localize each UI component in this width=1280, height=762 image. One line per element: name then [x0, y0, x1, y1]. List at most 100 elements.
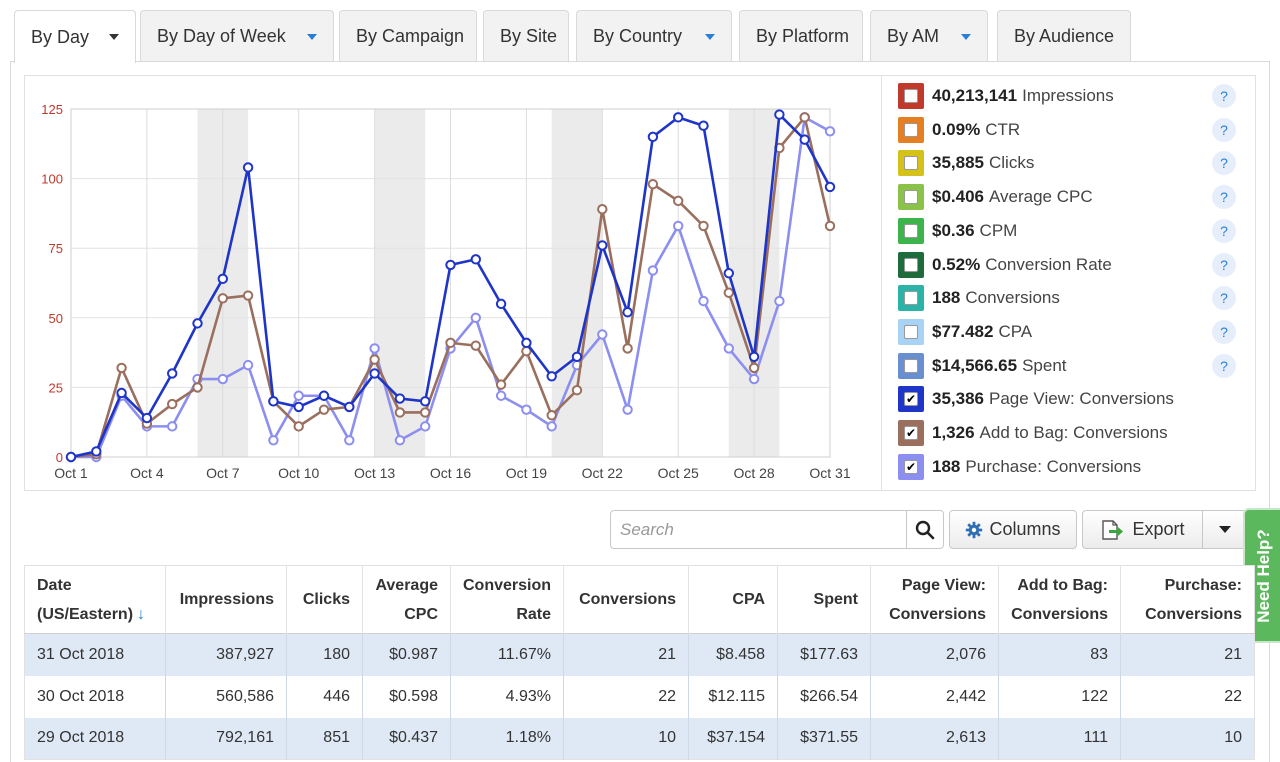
- data-point: [344, 401, 355, 413]
- legend-checkbox[interactable]: [904, 358, 918, 373]
- tab-by-audience[interactable]: By Audience: [997, 10, 1131, 62]
- legend-checkbox[interactable]: [904, 291, 918, 306]
- x-tick-label: Oct 31: [809, 465, 850, 481]
- table-cell: 29 Oct 2018: [24, 717, 166, 760]
- legend-checkbox[interactable]: [904, 89, 918, 103]
- column-header[interactable]: CPA: [688, 565, 778, 634]
- legend-item[interactable]: 0.52% Conversion Rate: [898, 251, 1112, 278]
- data-point: [268, 396, 279, 407]
- data-point: [824, 181, 836, 193]
- tab-label: By Platform: [756, 26, 850, 46]
- tab-by-day[interactable]: By Day: [14, 10, 136, 63]
- legend-item[interactable]: $0.36 CPM: [898, 217, 1017, 244]
- x-tick-label: Oct 28: [733, 465, 774, 481]
- search-button[interactable]: [906, 511, 943, 548]
- data-point: [65, 451, 77, 463]
- column-header[interactable]: Conversion Rate: [450, 565, 564, 634]
- tab-by-am[interactable]: By AM: [870, 10, 988, 62]
- legend-label: Impressions: [1022, 86, 1114, 105]
- data-point: [116, 387, 127, 399]
- column-header[interactable]: Add to Bag: Conversions: [998, 565, 1121, 634]
- table-row[interactable]: 31 Oct 2018 387,927 180 $0.987 11.67% 21 $8.45…: [24, 633, 1255, 676]
- column-header[interactable]: Page View: Conversions: [870, 565, 999, 634]
- legend-checkbox[interactable]: [904, 324, 918, 339]
- help-icon[interactable]: ?: [1212, 185, 1236, 210]
- tab-by-country[interactable]: By Country: [576, 10, 732, 62]
- y-tick-label: 0: [56, 450, 63, 465]
- legend-checkbox[interactable]: ✔: [904, 426, 918, 440]
- export-button[interactable]: Export: [1082, 510, 1203, 549]
- legend-checkbox[interactable]: [904, 156, 918, 171]
- legend-item[interactable]: $0.406 Average CPC: [898, 184, 1093, 211]
- tab-by-campaign[interactable]: By Campaign: [339, 10, 477, 62]
- data-point: [723, 268, 734, 279]
- search-input[interactable]: [611, 511, 907, 548]
- help-icon[interactable]: ?: [1212, 319, 1236, 344]
- legend-item[interactable]: $14,566.65 Spent: [898, 352, 1067, 379]
- legend-checkbox[interactable]: ✔: [904, 459, 918, 474]
- legend-item[interactable]: 40,213,141 Impressions: [898, 83, 1114, 109]
- legend-checkbox[interactable]: [904, 223, 918, 238]
- table-row[interactable]: 29 Oct 2018 792,161 851 $0.437 1.18% 10 $37.15…: [24, 717, 1255, 760]
- help-icon[interactable]: ?: [1212, 218, 1236, 243]
- data-point: [824, 220, 836, 232]
- help-icon[interactable]: ?: [1212, 252, 1236, 277]
- data-point: [470, 340, 481, 351]
- legend-value: 188: [932, 288, 961, 308]
- sort-arrow-icon[interactable]: ↓: [137, 605, 146, 623]
- x-tick-label: Oct 22: [582, 465, 623, 481]
- column-header[interactable]: Average CPC: [362, 565, 451, 634]
- export-dropdown-button[interactable]: [1202, 510, 1248, 549]
- legend-item[interactable]: ✔ 35,386 Page View: Conversions: [898, 386, 1174, 413]
- legend-label: Clicks: [989, 153, 1035, 173]
- table-row[interactable]: 30 Oct 2018 560,586 446 $0.598 4.93% 22 $12.11…: [24, 675, 1255, 718]
- table-cell: 387,927: [165, 633, 287, 676]
- help-icon[interactable]: ?: [1212, 286, 1236, 311]
- data-point: [521, 404, 532, 415]
- legend-checkbox[interactable]: [904, 190, 918, 205]
- data-point: [344, 435, 355, 446]
- help-icon[interactable]: ?: [1212, 84, 1236, 108]
- legend-item[interactable]: 0.09% CTR: [898, 116, 1020, 143]
- column-header[interactable]: Purchase: Conversions: [1120, 565, 1255, 634]
- legend-item[interactable]: 188 Conversions: [898, 285, 1060, 312]
- search-box: [610, 510, 944, 549]
- help-icon[interactable]: ?: [1212, 151, 1236, 176]
- help-icon[interactable]: ?: [1212, 117, 1236, 142]
- legend-value: 188: [932, 456, 961, 476]
- column-header[interactable]: Conversions: [563, 565, 689, 634]
- tab-by-site[interactable]: By Site: [483, 10, 569, 62]
- data-point: [116, 362, 127, 374]
- column-header-text: Clicks: [302, 591, 350, 608]
- table-cell: 30 Oct 2018: [24, 675, 166, 718]
- data-point: [192, 318, 203, 329]
- gear-icon: [966, 521, 983, 538]
- help-icon[interactable]: ?: [1212, 353, 1236, 378]
- table-cell: 21: [1120, 633, 1255, 676]
- y-tick-label: 25: [49, 380, 63, 395]
- check-icon: ✔: [905, 459, 917, 474]
- column-header-text: Add to Bag:: [1017, 576, 1108, 594]
- data-point: [622, 404, 633, 415]
- tab-label: By Day: [31, 26, 90, 47]
- caret-down-icon: [705, 34, 715, 40]
- columns-label: Columns: [989, 519, 1061, 539]
- legend-checkbox[interactable]: [904, 257, 918, 272]
- legend-item[interactable]: 35,885 Clicks: [898, 150, 1035, 177]
- column-header[interactable]: Spent: [777, 565, 871, 634]
- column-header[interactable]: Date (US/Eastern) ↓: [24, 565, 166, 634]
- legend-item[interactable]: $77.482 CPA: [898, 318, 1032, 345]
- legend-item[interactable]: ✔ 188 Purchase: Conversions: [898, 453, 1141, 480]
- data-point: [91, 446, 102, 457]
- data-point: [217, 373, 229, 385]
- column-header[interactable]: Clicks: [286, 565, 363, 634]
- tab-by-day-of-week[interactable]: By Day of Week: [140, 10, 334, 62]
- caret-down-icon: [961, 34, 971, 40]
- legend-item[interactable]: ✔ 1,326 Add to Bag: Conversions: [898, 420, 1168, 446]
- legend-swatch: [898, 83, 924, 109]
- legend-checkbox[interactable]: [904, 122, 918, 137]
- legend-checkbox[interactable]: ✔: [904, 392, 918, 407]
- columns-button[interactable]: Columns: [949, 510, 1077, 549]
- tab-by-platform[interactable]: By Platform: [739, 10, 863, 62]
- column-header[interactable]: Impressions: [165, 565, 287, 634]
